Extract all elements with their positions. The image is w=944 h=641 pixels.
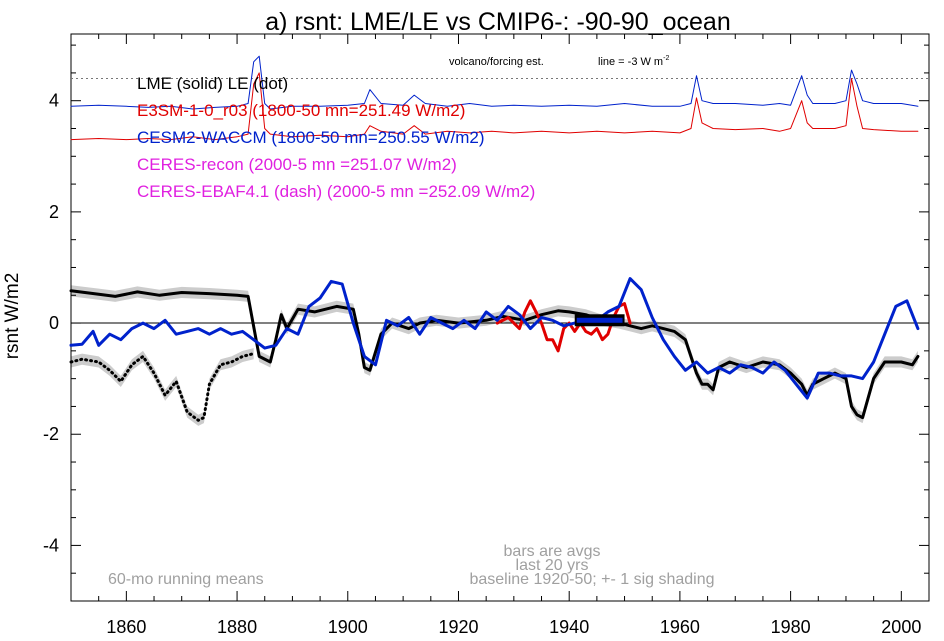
y-tick-label: 4: [49, 91, 59, 111]
legend-entry: LME (solid) LE (dot): [137, 74, 288, 93]
shading-band-le: [71, 348, 254, 426]
y-tick-label: -4: [43, 535, 59, 555]
legend-entry: CERES-recon (2000-5 mn =251.07 W/m2): [137, 155, 457, 174]
baseline-note: baseline 1920-50; +- 1 sig shading: [469, 571, 714, 588]
x-tick-label: 1980: [771, 617, 811, 637]
y-axis-label: rsnt W/m2: [2, 273, 23, 360]
x-tick-label: 1860: [106, 617, 146, 637]
x-tick-label: 1920: [438, 617, 478, 637]
volcano-line-label: line = -3 W m-2: [598, 55, 669, 68]
series-line-cesm-upper: [70, 55, 919, 110]
legend-entry: CERES-EBAF4.1 (dash) (2000-5 mn =252.09 …: [137, 182, 535, 201]
bars-note: bars are avgs: [504, 543, 601, 560]
volcano-label: volcano/forcing est.: [449, 56, 544, 68]
x-tick-label: 1940: [549, 617, 589, 637]
series-line-e3sm-upper: [70, 72, 919, 141]
plot-area: -4 -2 0 2 4 1860 1880 1900 1920 1940 1960 1980 2000 L…: [43, 33, 930, 637]
x-tick-label: 1960: [660, 617, 700, 637]
x-tick-label: 2000: [881, 617, 921, 637]
series-line-le: [69, 352, 256, 422]
legend-entry: CESM2-WACCM (1800-50 mn=250.55 W/m2): [137, 128, 485, 147]
y-tick-label: -2: [43, 424, 59, 444]
y-tick-label: 0: [49, 313, 59, 333]
series-line-lme: [69, 289, 920, 420]
x-tick-label: 1900: [328, 617, 368, 637]
chart-title: a) rsnt: LME/LE vs CMIP6-: -90-90_ocean: [265, 8, 730, 36]
plot-frame: [70, 33, 930, 602]
running-means-note: 60-mo running means: [108, 571, 264, 588]
volcano-line-unit-superscript: -2: [663, 55, 669, 62]
shading-band-lme: [71, 285, 918, 424]
last-years-note: last 20 yrs: [516, 557, 589, 574]
avg-bar-inner: [576, 317, 623, 323]
x-tick-label: 1880: [217, 617, 257, 637]
series-line-cesm-lower: [69, 277, 920, 400]
y-tick-label: 2: [49, 202, 59, 222]
legend-entry: E3SM-1-0_r03 (1800-50 mn=251.49 W/m2): [137, 101, 465, 120]
